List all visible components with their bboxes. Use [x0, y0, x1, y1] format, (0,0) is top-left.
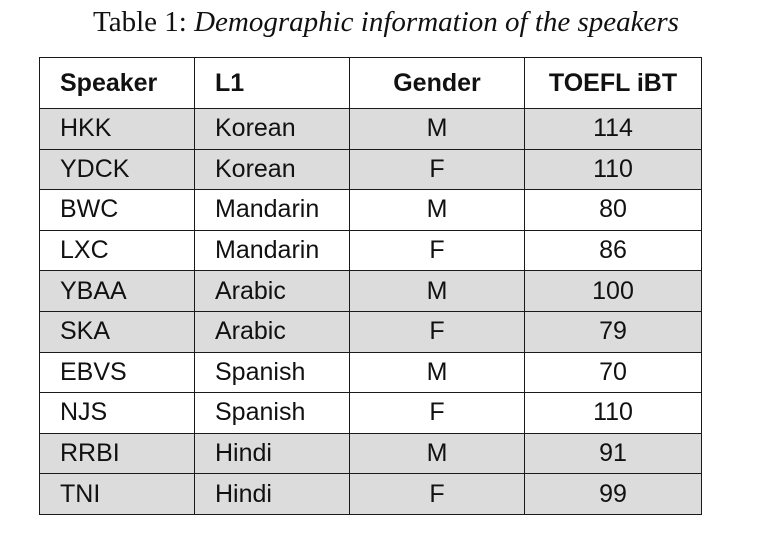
cell-l1: Arabic — [194, 270, 350, 312]
cell-l1: Mandarin — [194, 229, 350, 272]
table-caption: Table 1: Demographic information of the … — [0, 6, 772, 39]
cell-l1: Spanish — [194, 351, 350, 394]
table-row: RRBI Hindi M 91 — [39, 432, 702, 475]
cell-toefl: 91 — [524, 432, 702, 475]
cell-toefl: 114 — [524, 108, 702, 150]
cell-speaker: YBAA — [39, 270, 195, 312]
header-l1: L1 — [194, 57, 350, 109]
table-row: EBVS Spanish M 70 — [39, 351, 702, 394]
cell-gender: M — [349, 351, 525, 394]
cell-l1: Mandarin — [194, 189, 350, 231]
cell-gender: F — [349, 473, 525, 515]
cell-speaker: NJS — [39, 392, 195, 434]
cell-toefl: 100 — [524, 270, 702, 312]
cell-gender: F — [349, 310, 525, 353]
cell-toefl: 110 — [524, 148, 702, 191]
cell-gender: F — [349, 148, 525, 191]
cell-l1: Spanish — [194, 392, 350, 434]
cell-l1: Arabic — [194, 310, 350, 353]
cell-gender: M — [349, 432, 525, 475]
cell-speaker: EBVS — [39, 351, 195, 394]
caption-title: Demographic information of the speakers — [194, 6, 679, 38]
header-row: Speaker L1 Gender TOEFL iBT — [39, 57, 702, 109]
demographics-table: Speaker L1 Gender TOEFL iBT HKK Korean M… — [39, 57, 702, 515]
cell-l1: Korean — [194, 148, 350, 191]
cell-speaker: LXC — [39, 229, 195, 272]
cell-speaker: HKK — [39, 108, 195, 150]
table-row: BWC Mandarin M 80 — [39, 189, 702, 231]
cell-gender: F — [349, 392, 525, 434]
cell-gender: F — [349, 229, 525, 272]
cell-toefl: 80 — [524, 189, 702, 231]
table-row: SKA Arabic F 79 — [39, 310, 702, 353]
table-row: TNI Hindi F 99 — [39, 473, 702, 515]
cell-toefl: 99 — [524, 473, 702, 515]
cell-gender: M — [349, 108, 525, 150]
header-gender: Gender — [349, 57, 525, 109]
cell-speaker: BWC — [39, 189, 195, 231]
header-toefl: TOEFL iBT — [524, 57, 702, 109]
table-row: YBAA Arabic M 100 — [39, 270, 702, 312]
table-row: LXC Mandarin F 86 — [39, 229, 702, 272]
table-row: HKK Korean M 114 — [39, 108, 702, 150]
cell-toefl: 70 — [524, 351, 702, 394]
cell-toefl: 79 — [524, 310, 702, 353]
caption-label: Table 1: — [93, 6, 195, 38]
cell-speaker: RRBI — [39, 432, 195, 475]
cell-toefl: 86 — [524, 229, 702, 272]
cell-l1: Hindi — [194, 473, 350, 515]
table-row: NJS Spanish F 110 — [39, 392, 702, 434]
cell-l1: Hindi — [194, 432, 350, 475]
header-speaker: Speaker — [39, 57, 195, 109]
cell-gender: M — [349, 270, 525, 312]
cell-speaker: TNI — [39, 473, 195, 515]
cell-toefl: 110 — [524, 392, 702, 434]
cell-speaker: YDCK — [39, 148, 195, 191]
cell-speaker: SKA — [39, 310, 195, 353]
table-row: YDCK Korean F 110 — [39, 148, 702, 191]
cell-l1: Korean — [194, 108, 350, 150]
cell-gender: M — [349, 189, 525, 231]
